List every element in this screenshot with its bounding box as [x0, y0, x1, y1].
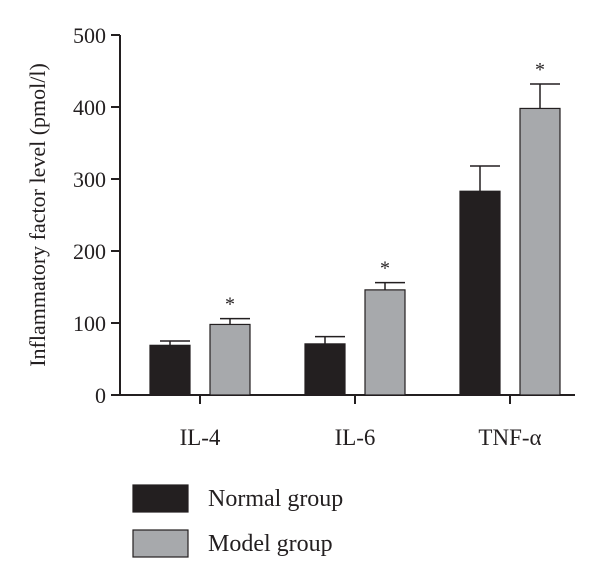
- bars: * * *: [149, 59, 561, 396]
- legend-swatch: [132, 484, 189, 513]
- y-tick-label: 0: [95, 383, 106, 408]
- legend-label: Model group: [208, 531, 333, 557]
- y-tick-label: 500: [73, 23, 106, 48]
- bar-model: [364, 289, 406, 396]
- y-axis-title: Inflammatory factor level (pmol/l): [25, 63, 50, 367]
- x-tick-label: IL-6: [335, 425, 376, 450]
- y-tick-label: 100: [73, 311, 106, 336]
- y-tick-label: 200: [73, 239, 106, 264]
- bar-normal: [149, 344, 191, 396]
- legend-label: Normal group: [208, 486, 343, 512]
- bar-model: [519, 107, 561, 396]
- legend-swatch: [132, 529, 189, 558]
- x-tick-label: TNF-α: [478, 425, 541, 450]
- x-tick-label: IL-4: [180, 425, 221, 450]
- significance-marker: *: [535, 59, 545, 81]
- bar-normal: [304, 343, 346, 396]
- bar-normal: [459, 190, 501, 396]
- axes: 0 100 200 300 400 500 IL-4 IL-6 TNF-α: [73, 23, 575, 450]
- y-tick-label: 400: [73, 95, 106, 120]
- significance-marker: *: [225, 294, 235, 316]
- legend: Normal group Model group: [132, 484, 343, 558]
- y-tick-label: 300: [73, 167, 106, 192]
- significance-marker: *: [380, 258, 390, 280]
- bar-model: [209, 323, 251, 396]
